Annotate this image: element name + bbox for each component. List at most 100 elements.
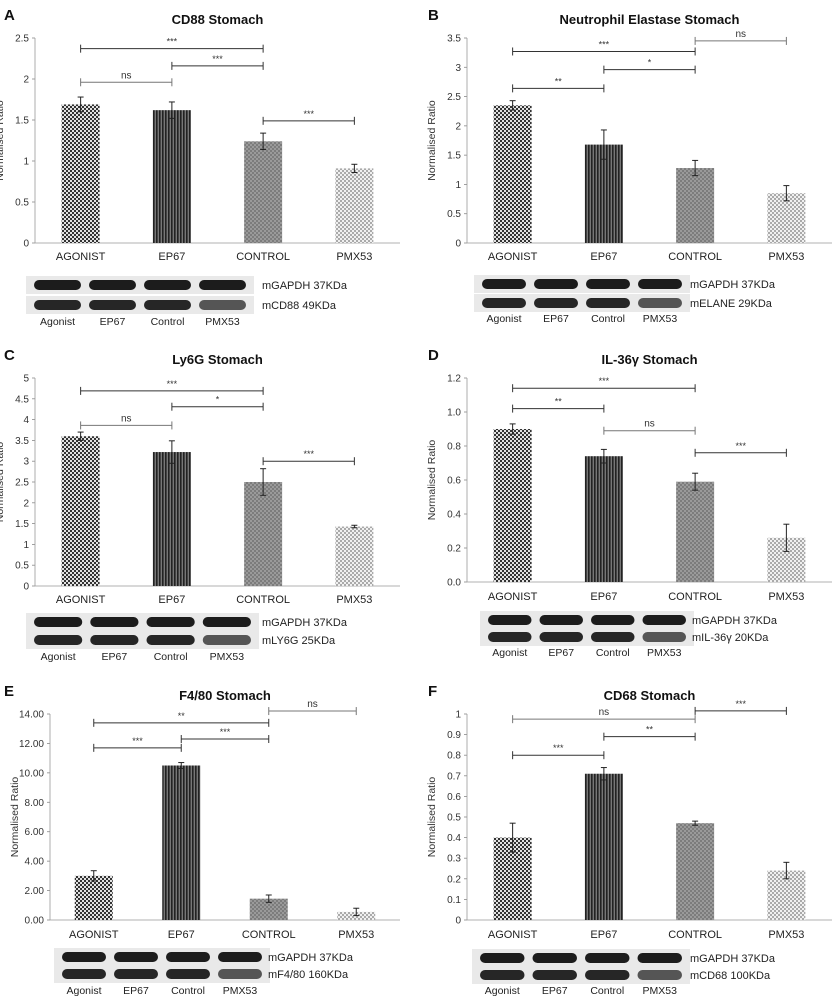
y-tick-label: 0.8 xyxy=(447,442,461,453)
y-tick-label: 10.00 xyxy=(19,768,44,779)
x-tick-label: PMX53 xyxy=(768,929,804,941)
significance-label: ns xyxy=(599,707,610,718)
blot-band xyxy=(585,970,630,980)
y-tick-label: 1 xyxy=(23,157,29,168)
blot-band xyxy=(218,969,262,979)
y-tick-label: 3 xyxy=(455,63,461,74)
x-tick-label: AGONIST xyxy=(69,929,119,941)
blot-band xyxy=(539,615,583,625)
blot-band xyxy=(482,298,526,308)
x-tick-label: CONTROL xyxy=(242,929,296,941)
blot-band xyxy=(144,300,191,310)
y-tick-label: 2 xyxy=(23,75,29,86)
blot-lane-label: Control xyxy=(590,985,624,997)
y-tick-label: 0.5 xyxy=(15,198,29,209)
y-tick-label: 2.5 xyxy=(15,34,29,45)
y-tick-label: 0.9 xyxy=(447,730,461,741)
blot-band xyxy=(480,953,525,963)
bar-pmx53 xyxy=(335,168,374,243)
y-tick-label: 0.2 xyxy=(447,544,461,555)
bar-agonist xyxy=(493,105,532,243)
y-tick-label: 3 xyxy=(23,457,29,468)
y-tick-label: 0 xyxy=(455,239,461,250)
blot-band xyxy=(218,952,262,962)
y-tick-label: 0.3 xyxy=(447,854,461,865)
blot-strip-gapdh xyxy=(26,613,259,631)
x-tick-label: CONTROL xyxy=(236,251,290,263)
blot-band xyxy=(638,279,682,289)
y-tick-label: 1.0 xyxy=(447,408,461,419)
blot-band xyxy=(637,953,682,963)
chart-title: CD88 Stomach xyxy=(172,12,264,27)
panel-e: E F4/80 Stomach 0.00 2.00 4.00 6.00 8.00 10.00 1… xyxy=(4,683,400,997)
significance-label: *** xyxy=(599,39,610,49)
y-axis-label: Normalised Ratio xyxy=(426,440,438,521)
y-tick-label: 0.7 xyxy=(447,771,461,782)
significance-label: ns xyxy=(644,419,655,430)
significance-label: ** xyxy=(178,711,186,721)
blot-label-top: mGAPDH 37KDa xyxy=(690,953,776,965)
y-tick-label: 1.2 xyxy=(447,374,461,385)
blot-label-bottom: mLY6G 25KDa xyxy=(262,635,336,647)
y-tick-label: 8.00 xyxy=(25,798,45,809)
x-tick-label: CONTROL xyxy=(668,929,722,941)
x-tick-label: CONTROL xyxy=(668,251,722,263)
bar-ep67 xyxy=(152,452,191,586)
significance-label: *** xyxy=(167,379,178,389)
panel-d: D IL-36γ Stomach 0.0 0.2 0.4 0.6 0.8 1.0 1.2 Norm… xyxy=(426,347,832,659)
blot-band xyxy=(146,617,195,627)
blot-band xyxy=(144,280,191,290)
blot-strip-gapdh xyxy=(480,611,694,629)
y-axis-label: Normalised Ratio xyxy=(426,100,438,181)
y-tick-label: 2.00 xyxy=(25,886,45,897)
significance-label: *** xyxy=(220,727,231,737)
significance-label: *** xyxy=(735,699,746,709)
x-tick-label: AGONIST xyxy=(488,251,538,263)
bar-ep67 xyxy=(162,765,201,920)
chart-title: Neutrophil Elastase Stomach xyxy=(560,12,740,27)
y-tick-label: 0.2 xyxy=(447,874,461,885)
y-tick-label: 4.5 xyxy=(15,394,29,405)
x-tick-label: CONTROL xyxy=(236,594,290,606)
significance-label: ** xyxy=(555,397,563,407)
significance-label: *** xyxy=(553,743,564,753)
significance-label: *** xyxy=(303,109,314,119)
blot-lane-label: Agonist xyxy=(486,313,521,325)
chart-title: Ly6G Stomach xyxy=(172,352,263,367)
y-tick-label: 1 xyxy=(455,180,461,191)
y-axis-label: Normalised Ratio xyxy=(0,442,6,523)
significance-label: *** xyxy=(132,736,143,746)
significance-label: ns xyxy=(121,70,132,81)
panel-f: F CD68 Stomach 0 0.1 0.2 0.3 0.4 0.5 0.6 0.7 0.8 0.… xyxy=(426,683,832,997)
bar-agonist xyxy=(61,104,100,243)
significance-label: *** xyxy=(599,376,610,386)
x-tick-label: AGONIST xyxy=(56,594,106,606)
y-tick-label: 1.5 xyxy=(15,116,29,127)
y-tick-label: 1.5 xyxy=(447,151,461,162)
blot-band xyxy=(202,635,251,645)
y-tick-label: 0.5 xyxy=(447,209,461,220)
blot-band xyxy=(591,615,635,625)
blot-label-bottom: mELANE 29KDa xyxy=(690,298,773,310)
blot-band xyxy=(539,632,583,642)
blot-band xyxy=(480,970,525,980)
blot-label-top: mGAPDH 37KDa xyxy=(262,280,348,292)
blot-lane-label: EP67 xyxy=(542,985,568,997)
bar-agonist xyxy=(74,875,113,920)
blot-strip-gapdh xyxy=(474,275,690,293)
blot-strip-target xyxy=(26,631,259,649)
blot-band xyxy=(202,617,251,627)
blot-strip-gapdh xyxy=(54,948,270,966)
blot-band xyxy=(166,969,210,979)
blot-band xyxy=(89,300,136,310)
panel-letter: B xyxy=(428,7,439,24)
bar-control xyxy=(676,168,715,243)
blot-strip-target xyxy=(54,965,270,983)
panel-letter: F xyxy=(428,683,437,700)
blot-band xyxy=(637,970,682,980)
significance-label: *** xyxy=(303,449,314,459)
y-tick-label: 0 xyxy=(23,582,29,593)
blot-band xyxy=(34,635,83,645)
bar-ep67 xyxy=(584,144,623,243)
